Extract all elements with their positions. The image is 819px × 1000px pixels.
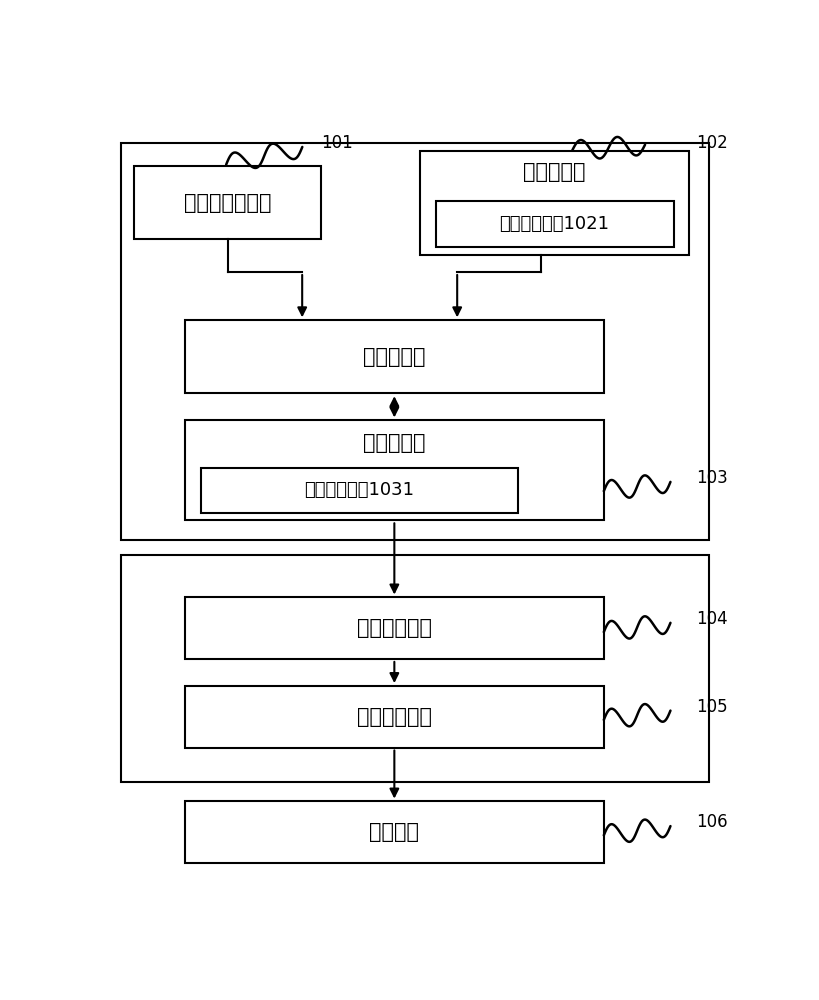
Bar	[134, 166, 321, 239]
Text: 104: 104	[696, 610, 727, 628]
Bar	[121, 143, 708, 540]
Bar	[420, 151, 690, 255]
Bar	[436, 201, 674, 247]
Text: 103: 103	[696, 469, 727, 487]
Text: 编码器子模块1021: 编码器子模块1021	[500, 215, 609, 233]
Text: 显示模块: 显示模块	[369, 822, 419, 842]
Bar	[185, 686, 604, 748]
Bar	[201, 468, 518, 513]
Text: 解码器子模块1031: 解码器子模块1031	[305, 481, 414, 499]
Text: 日志分析模块: 日志分析模块	[357, 707, 432, 727]
Text: 发送端模块: 发送端模块	[523, 162, 586, 182]
Text: 被测服务端: 被测服务端	[363, 347, 426, 367]
Text: 106: 106	[696, 813, 727, 831]
Text: 105: 105	[696, 698, 727, 716]
Bar	[185, 801, 604, 863]
Bar	[185, 597, 604, 659]
Bar	[185, 420, 604, 520]
Text: 接收端模块: 接收端模块	[363, 433, 426, 453]
Text: 101: 101	[321, 134, 353, 152]
Bar	[185, 320, 604, 393]
Text: 102: 102	[696, 134, 727, 152]
Text: 上线和心跳模块: 上线和心跳模块	[184, 193, 271, 213]
Bar	[121, 555, 708, 782]
Text: 日志系统模块: 日志系统模块	[357, 618, 432, 638]
